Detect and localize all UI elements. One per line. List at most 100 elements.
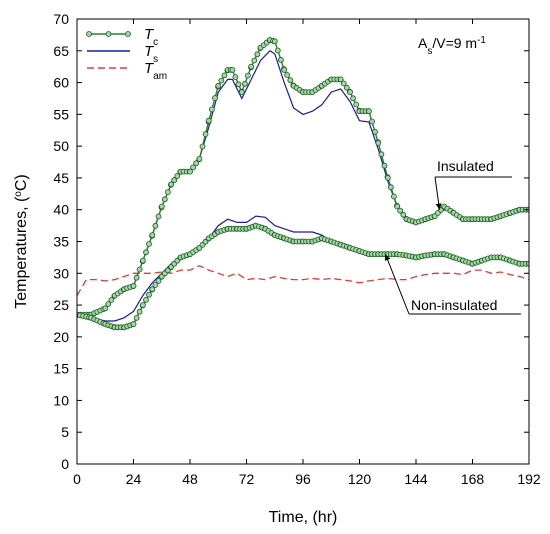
tc-marker [287, 77, 294, 84]
tc-marker [271, 38, 278, 45]
legend-label: Ts [144, 43, 158, 65]
tc-marker [277, 56, 284, 63]
tc-marker [136, 266, 143, 273]
tc-marker [369, 118, 375, 125]
tc-marker [146, 291, 152, 298]
y-tick-label: 60 [53, 75, 69, 91]
annotation-leader [384, 254, 410, 315]
series-tc-insulated [77, 37, 529, 318]
tc-marker [375, 140, 382, 146]
tc-marker [155, 213, 162, 220]
legend-marker [125, 31, 131, 37]
tc-marker [196, 155, 203, 162]
x-tick-label: 168 [461, 471, 485, 487]
tc-marker [149, 232, 156, 239]
tc-marker [365, 108, 372, 115]
legend-label: Tc [144, 26, 158, 48]
annotation-arrowhead [435, 203, 442, 210]
tc-marker [340, 80, 347, 87]
x-tick-label: 192 [517, 471, 541, 487]
y-tick-label: 65 [53, 43, 69, 59]
tc-marker [244, 72, 251, 79]
series-group [77, 37, 529, 331]
x-tick-label: 144 [404, 471, 428, 487]
tc-marker [384, 174, 391, 181]
tc-marker [205, 117, 212, 124]
tc-marker [187, 168, 193, 175]
tc-marker [394, 203, 401, 210]
ratio-exponent: -1 [477, 35, 486, 46]
tc-marker [102, 305, 109, 312]
legend-label: Tam [144, 60, 167, 82]
x-tick-label: 96 [295, 471, 311, 487]
tc-marker [146, 241, 152, 247]
tc-marker [353, 101, 360, 108]
tc-marker [158, 203, 165, 210]
tc-marker [133, 274, 140, 281]
y-tick-label: 15 [53, 361, 69, 377]
tam-line [77, 264, 529, 296]
tc-marker [199, 143, 206, 150]
tc-marker [526, 260, 529, 267]
legend-item-s: Ts [87, 43, 158, 65]
annotations-group: Insulated Non-insulated [384, 158, 521, 315]
tc-marker [350, 95, 357, 102]
tc-marker [221, 72, 228, 79]
tc-marker [130, 283, 137, 289]
ratio-middle: /V=9 m [432, 35, 477, 51]
legend-marker [86, 31, 92, 37]
y-tick-label: 55 [53, 106, 69, 122]
tc-marker [254, 51, 261, 58]
series-tam [77, 264, 529, 296]
tc-marker [139, 257, 146, 264]
tc-marker [171, 177, 178, 184]
tc-marker [238, 89, 245, 95]
y-axis-title-main: Temperatures, ( [13, 196, 30, 309]
annotation-label: Insulated [437, 158, 494, 174]
y-tick-label: 0 [61, 456, 69, 472]
tc-marker [397, 207, 404, 214]
y-tick-label: 30 [53, 265, 69, 281]
tc-marker [212, 95, 218, 101]
x-tick-label: 24 [126, 471, 142, 487]
tc-marker [193, 160, 200, 167]
y-tick-label: 25 [53, 297, 69, 313]
x-tick-label: 48 [182, 471, 198, 487]
tc-marker [155, 277, 162, 284]
tc-marker [281, 67, 288, 73]
tc-marker [208, 106, 215, 113]
y-tick-label: 45 [53, 170, 69, 186]
tc-marker [372, 128, 378, 135]
annotation-arrowhead [384, 254, 391, 261]
tc-marker [337, 76, 344, 83]
x-tick-label: 72 [239, 471, 255, 487]
tc-marker [248, 63, 255, 70]
tc-marker [218, 77, 225, 84]
tc-marker [149, 286, 156, 293]
legend-marker [105, 31, 112, 37]
tc-marker [251, 57, 258, 64]
annotation-label: Non-insulated [411, 297, 497, 313]
y-tick-label: 70 [53, 11, 69, 27]
tc-marker [343, 84, 350, 91]
x-axis-title: Time, (hr) [269, 509, 338, 526]
y-axis-title-degree: o [13, 191, 24, 197]
tc-marker [130, 321, 137, 328]
y-tick-label: 35 [53, 234, 69, 250]
tc-marker [232, 74, 239, 80]
tc-marker [241, 80, 248, 87]
series-ts-non-insulated [77, 215, 370, 322]
legend-item-c: Tc [86, 26, 158, 48]
tc-marker [381, 162, 388, 169]
tc-marker [133, 314, 140, 321]
tc-marker [202, 131, 209, 138]
tc-marker [174, 173, 181, 179]
tc-marker [161, 196, 168, 203]
y-tick-label: 10 [53, 392, 69, 408]
tc-marker [164, 189, 171, 196]
ticks-group: 0 24 48 72 96 120 144 168 192 0 5 10 15 20 25 30 35 40 45 5… [53, 11, 540, 487]
tc-marker [390, 193, 397, 200]
tc-marker [235, 81, 242, 88]
